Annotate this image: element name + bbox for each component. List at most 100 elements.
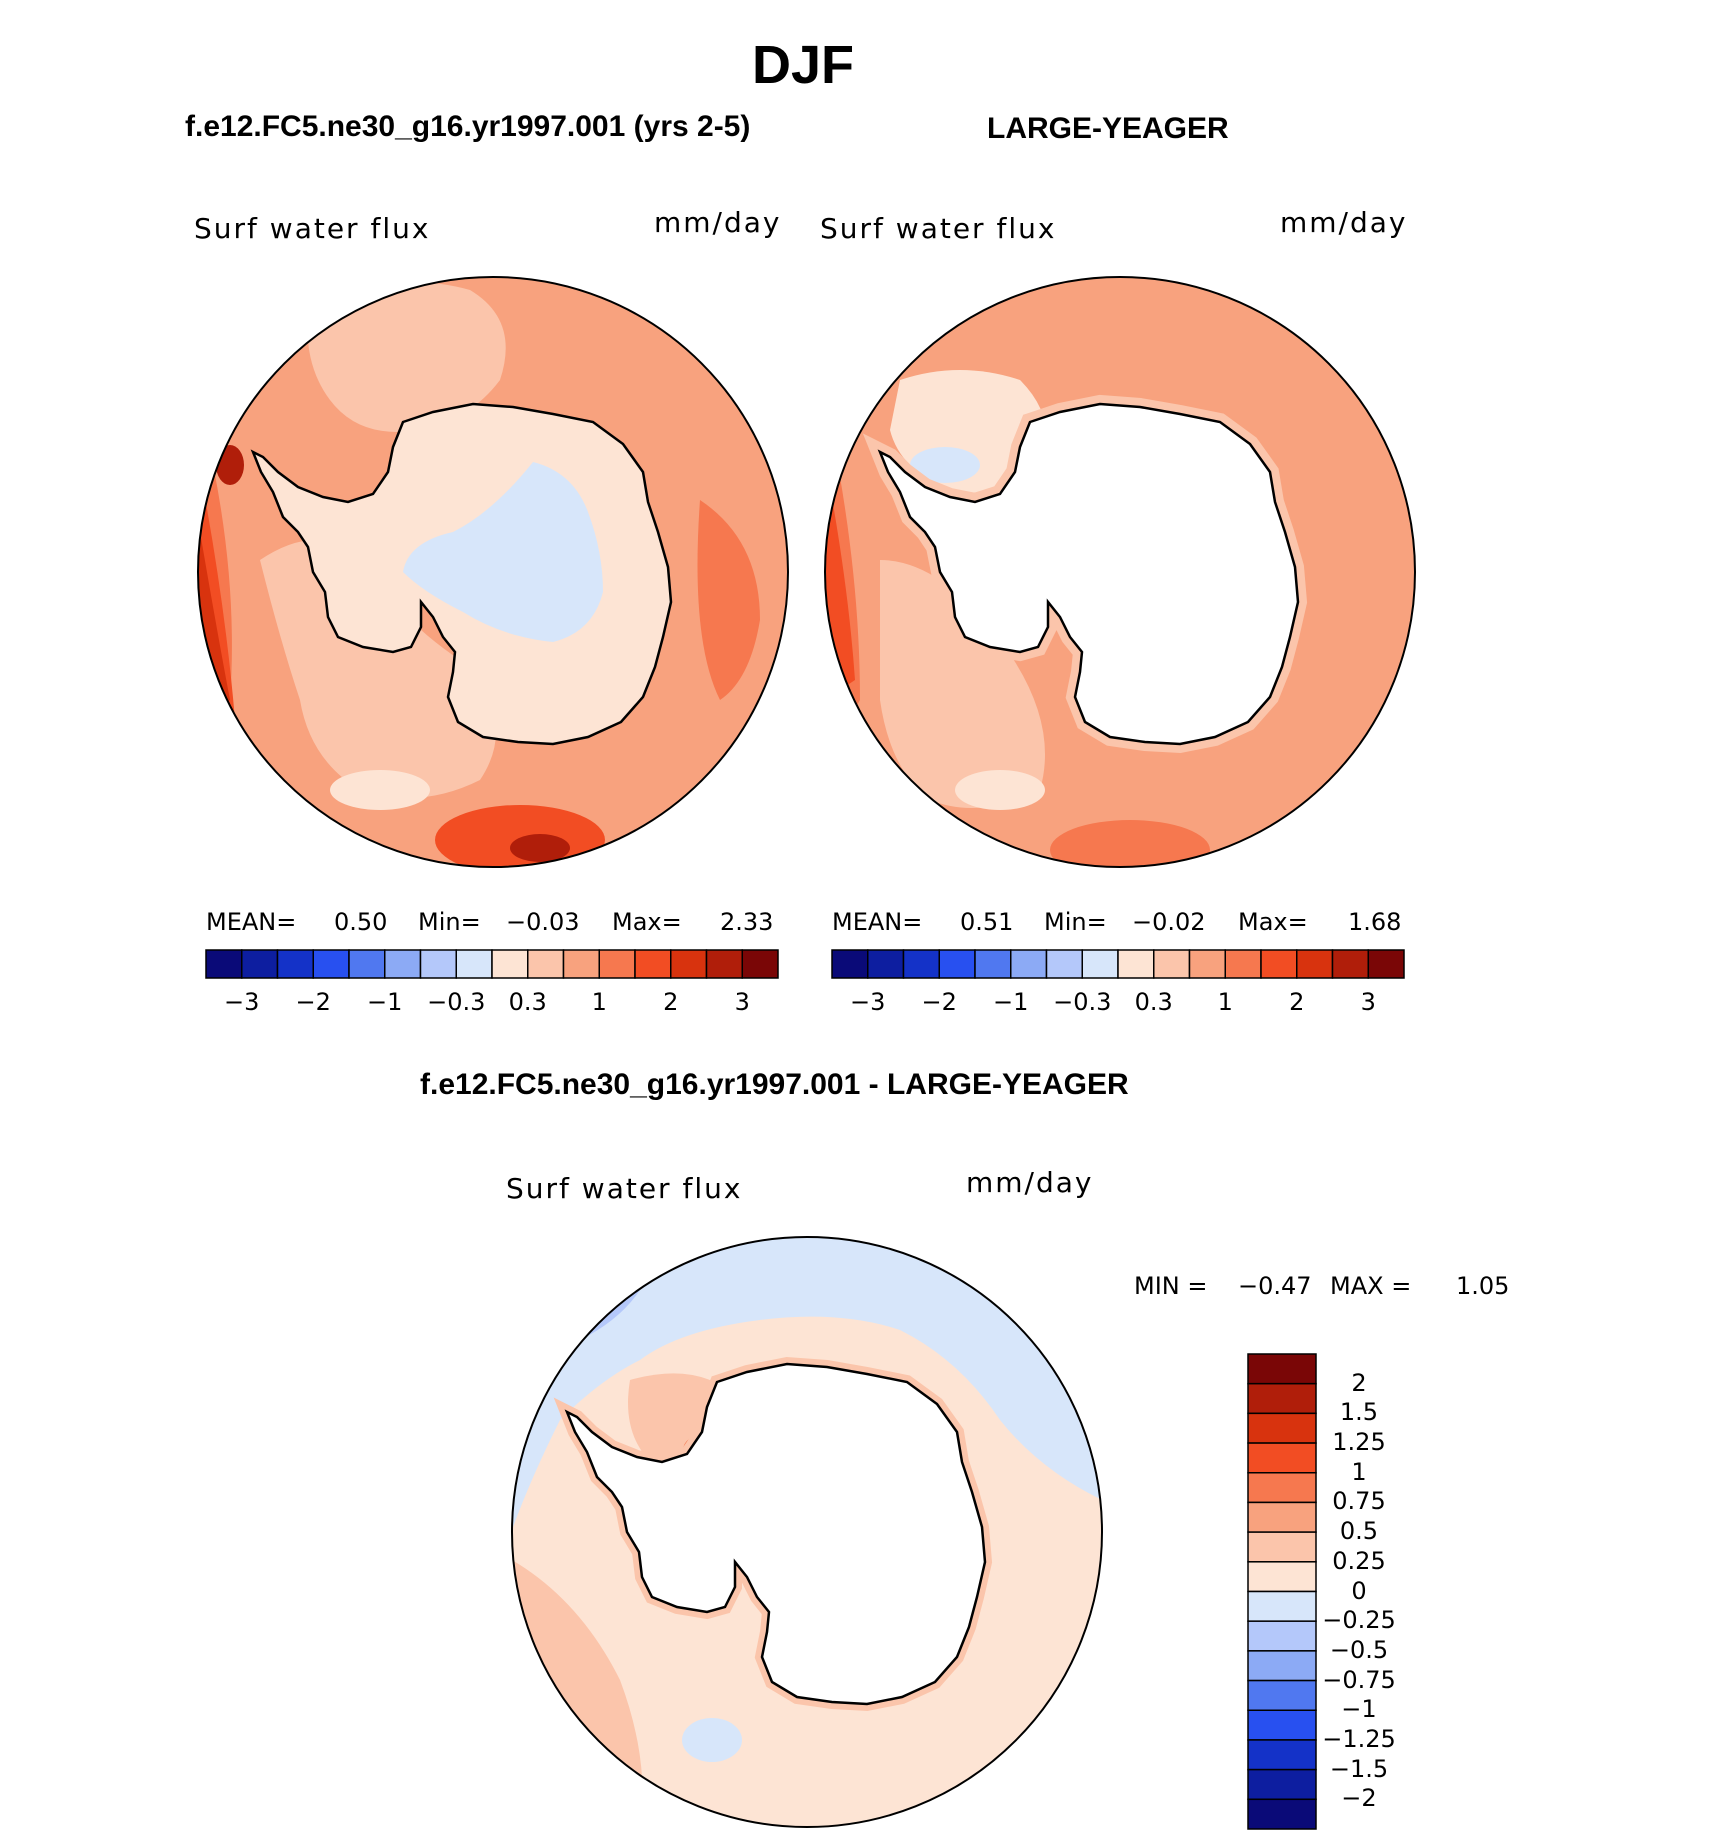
diff-colorbar-swatch: [1247, 1590, 1317, 1622]
right-colorbar-tick-label: −2: [921, 988, 957, 1016]
left-colorbar-swatch: [276, 949, 314, 979]
diff-colorbar-swatch: [1247, 1650, 1317, 1682]
diff-map: [512, 1237, 1102, 1827]
right-mean-label: MEAN=: [832, 908, 923, 936]
right-min-label: Min=: [1044, 908, 1107, 936]
right-colorbar-tick-label: 3: [1360, 988, 1376, 1016]
left-colorbar-tick-label: −1: [367, 988, 403, 1016]
diff-colorbar: [1247, 1353, 1317, 1830]
diff-colorbar-tick-label: 0.75: [1332, 1487, 1386, 1516]
left-colorbar-swatch: [241, 949, 279, 979]
left-colorbar-swatch: [527, 949, 565, 979]
right-colorbar-swatch: [902, 949, 940, 979]
right-max-value: 1.68: [1348, 908, 1402, 936]
left-colorbar-tick-label: 0.3: [508, 988, 547, 1016]
right-colorbar-swatch: [1188, 949, 1226, 979]
diff-colorbar-tick-label: −0.25: [1322, 1606, 1396, 1635]
right-colorbar-swatch: [938, 949, 976, 979]
left-colorbar-swatch: [670, 949, 708, 979]
diff-colorbar-tick-label: 1: [1351, 1457, 1367, 1486]
diff-colorbar-swatch: [1247, 1382, 1317, 1415]
diff-colorbar-tick-label: 0.5: [1339, 1517, 1379, 1546]
right-colorbar-tick-label: −1: [993, 988, 1029, 1016]
diff-colorbar-tick-label: 1.5: [1339, 1398, 1379, 1427]
right-colorbar-swatch: [974, 949, 1012, 979]
diff-colorbar-swatch: [1247, 1501, 1317, 1533]
diff-colorbar-swatch: [1247, 1739, 1317, 1771]
left-colorbar-tick-label: −2: [295, 988, 331, 1016]
left-colorbar-swatch: [312, 949, 350, 979]
diff-min-label: MIN =: [1134, 1272, 1208, 1300]
right-colorbar: [831, 949, 1405, 979]
left-max-label: Max=: [612, 908, 682, 936]
left-colorbar-swatch: [705, 949, 743, 979]
left-colorbar: [205, 949, 779, 979]
left-colorbar-tick-label: 3: [734, 988, 750, 1016]
left-max-value: 2.33: [720, 908, 774, 936]
left-colorbar-tick-label: −3: [224, 988, 260, 1016]
diff-colorbar-swatch: [1247, 1561, 1317, 1593]
left-colorbar-swatch: [562, 949, 600, 979]
left-min-label: Min=: [418, 908, 481, 936]
diff-variable-label: Surf water flux: [506, 1172, 743, 1205]
diff-colorbar-swatch: [1247, 1679, 1317, 1711]
figure-title: DJF: [752, 35, 855, 95]
diff-units-label: mm/day: [966, 1166, 1094, 1199]
diff-colorbar-tick-label: −1.5: [1329, 1754, 1389, 1783]
left-colorbar-swatch: [634, 949, 672, 979]
left-mean-label: MEAN=: [206, 908, 297, 936]
left-colorbar-tick-label: 1: [591, 988, 607, 1016]
right-colorbar-swatch: [1010, 949, 1048, 979]
left-colorbar-swatch: [455, 949, 493, 979]
diff-colorbar-swatch: [1247, 1709, 1317, 1741]
diff-title: f.e12.FC5.ne30_g16.yr1997.001 - LARGE-YE…: [420, 1068, 1129, 1101]
diff-colorbar-swatch: [1247, 1798, 1317, 1830]
right-mean-value: 0.51: [960, 908, 1014, 936]
right-colorbar-swatch: [1260, 949, 1298, 979]
left-map: [198, 277, 788, 867]
left-colorbar-swatch: [348, 949, 386, 979]
diff-colorbar-swatch: [1247, 1442, 1317, 1474]
diff-colorbar-tick-label: −1.25: [1322, 1724, 1396, 1753]
diff-colorbar-tick-label: 0.25: [1332, 1546, 1386, 1575]
diff-colorbar-tick-label: 0: [1351, 1576, 1367, 1605]
right-colorbar-swatch: [1367, 949, 1405, 979]
diff-colorbar-swatch: [1247, 1768, 1317, 1801]
left-variable-label: Surf water flux: [194, 212, 431, 245]
right-colorbar-swatch: [1045, 949, 1083, 979]
left-min-value: −0.03: [506, 908, 580, 936]
right-colorbar-tick-label: 2: [1289, 988, 1305, 1016]
right-case-title: LARGE-YEAGER: [987, 112, 1229, 145]
left-colorbar-swatch: [491, 949, 529, 979]
right-max-label: Max=: [1238, 908, 1308, 936]
left-colorbar-swatch: [419, 949, 457, 979]
left-colorbar-tick-label: −0.3: [427, 988, 486, 1016]
diff-colorbar-tick-label: −1: [1341, 1695, 1377, 1724]
right-variable-label: Surf water flux: [820, 212, 1057, 245]
left-mean-value: 0.50: [334, 908, 388, 936]
right-colorbar-swatch: [1153, 949, 1191, 979]
right-units-label: mm/day: [1280, 206, 1408, 239]
diff-max-label: MAX =: [1330, 1272, 1412, 1300]
right-colorbar-tick-label: 1: [1217, 988, 1233, 1016]
right-colorbar-swatch: [831, 949, 869, 979]
diff-colorbar-swatch: [1247, 1620, 1317, 1652]
right-colorbar-swatch: [1224, 949, 1262, 979]
diff-colorbar-tick-label: 1.25: [1332, 1428, 1386, 1457]
left-colorbar-swatch: [598, 949, 636, 979]
left-case-title: f.e12.FC5.ne30_g16.yr1997.001 (yrs 2-5): [185, 110, 751, 143]
right-colorbar-tick-label: −0.3: [1053, 988, 1112, 1016]
right-colorbar-swatch: [1117, 949, 1155, 979]
diff-min-value: −0.47: [1238, 1272, 1312, 1300]
left-units-label: mm/day: [654, 206, 782, 239]
diff-colorbar-swatch: [1247, 1531, 1317, 1563]
right-colorbar-tick-label: −3: [850, 988, 886, 1016]
right-min-value: −0.02: [1132, 908, 1206, 936]
left-colorbar-swatch: [741, 949, 779, 979]
diff-colorbar-swatch: [1247, 1412, 1317, 1444]
right-colorbar-swatch: [867, 949, 905, 979]
left-colorbar-swatch: [384, 949, 422, 979]
right-colorbar-swatch: [1081, 949, 1119, 979]
right-colorbar-swatch: [1331, 949, 1369, 979]
